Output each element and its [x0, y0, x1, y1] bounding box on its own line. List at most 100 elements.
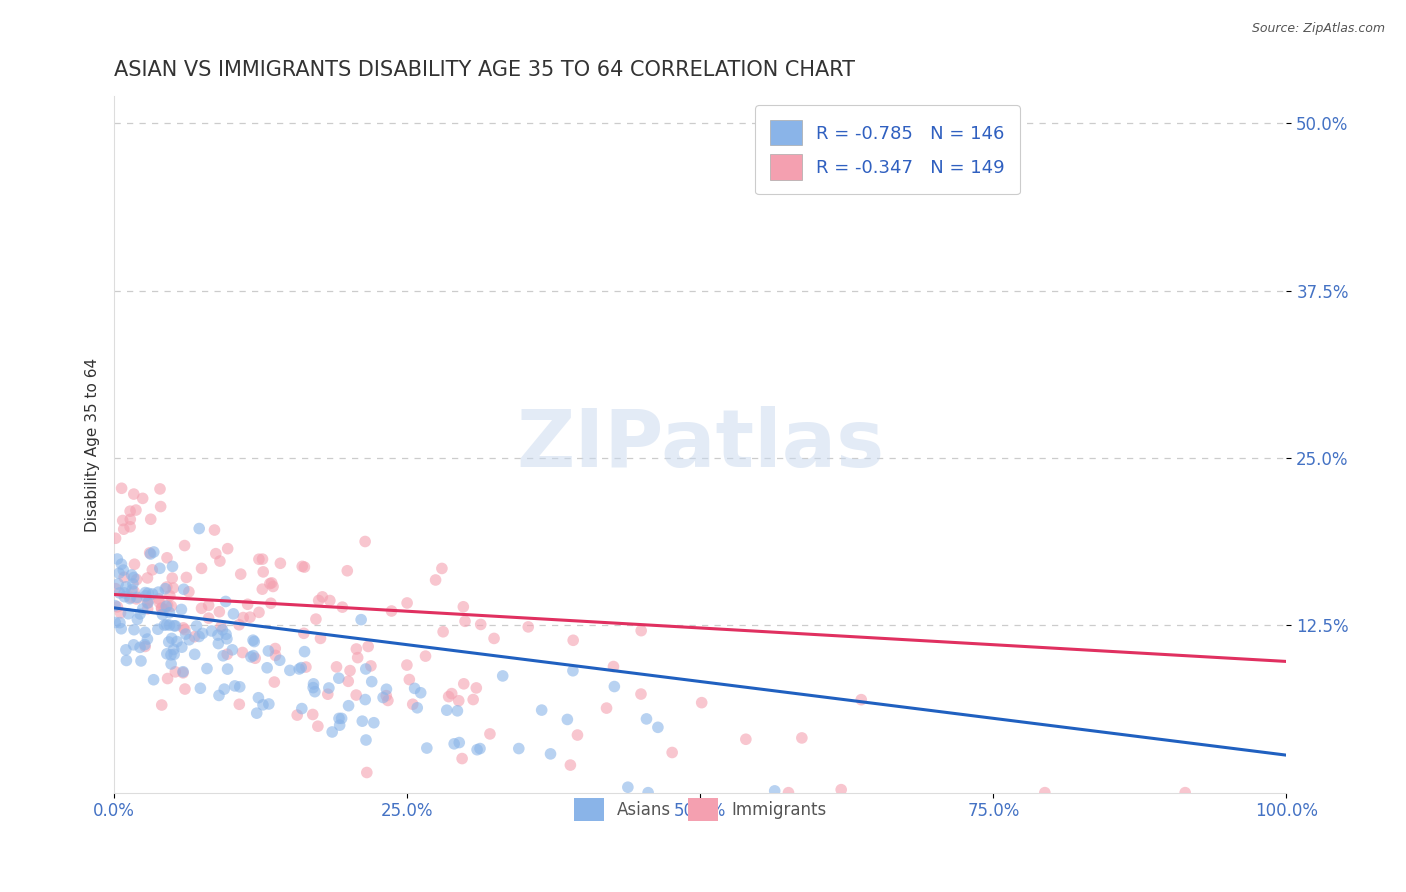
Point	[141, 587, 163, 601]
Point	[377, 693, 399, 707]
Point	[470, 617, 492, 632]
Point	[257, 697, 280, 711]
Point	[247, 552, 270, 566]
Point	[443, 737, 465, 751]
Point	[356, 765, 378, 780]
Point	[449, 735, 471, 749]
Point	[637, 786, 659, 800]
Point	[136, 586, 159, 600]
Point	[188, 522, 211, 536]
Point	[173, 582, 195, 597]
Point	[239, 649, 262, 664]
Point	[647, 720, 669, 734]
Point	[337, 698, 360, 713]
Point	[163, 648, 186, 662]
Point	[149, 561, 172, 575]
Point	[402, 698, 425, 712]
Point	[110, 481, 132, 495]
Point	[319, 593, 342, 607]
Point	[292, 626, 315, 640]
Point	[451, 751, 474, 765]
Point	[228, 698, 250, 712]
Point	[454, 615, 477, 629]
Point	[122, 623, 145, 637]
Point	[288, 662, 311, 676]
Point	[148, 591, 170, 606]
Point	[363, 715, 385, 730]
Point	[208, 689, 231, 703]
Point	[134, 625, 156, 640]
Point	[114, 590, 136, 604]
Point	[104, 531, 127, 545]
Point	[115, 580, 138, 594]
Point	[294, 560, 316, 574]
Point	[690, 696, 713, 710]
Point	[247, 605, 270, 619]
Point	[557, 713, 579, 727]
Point	[173, 623, 195, 637]
Point	[316, 687, 339, 701]
Point	[263, 675, 285, 690]
Point	[562, 633, 585, 648]
Point	[530, 703, 553, 717]
Point	[232, 610, 254, 624]
Point	[396, 596, 419, 610]
Point	[159, 589, 181, 603]
Point	[112, 570, 135, 584]
Point	[131, 602, 153, 616]
Point	[437, 690, 460, 704]
Point	[352, 714, 374, 728]
Point	[329, 718, 352, 732]
Point	[211, 623, 233, 637]
Point	[165, 665, 187, 679]
Point	[1033, 786, 1056, 800]
Point	[136, 571, 159, 585]
Point	[200, 624, 222, 638]
Point	[360, 674, 382, 689]
Point	[153, 602, 176, 616]
Point	[375, 689, 398, 703]
Point	[152, 607, 174, 622]
Point	[217, 541, 239, 556]
Point	[157, 635, 180, 649]
Point	[337, 674, 360, 689]
Point	[228, 617, 250, 632]
Point	[357, 640, 380, 654]
Point	[160, 632, 183, 646]
Point	[415, 649, 437, 664]
Point	[149, 596, 172, 610]
Point	[308, 593, 330, 607]
Point	[215, 632, 238, 646]
Point	[239, 610, 262, 624]
Point	[231, 646, 253, 660]
Point	[398, 673, 420, 687]
Point	[135, 589, 157, 603]
Point	[295, 660, 318, 674]
Point	[1174, 786, 1197, 800]
Point	[453, 677, 475, 691]
Point	[595, 701, 617, 715]
Point	[138, 546, 160, 560]
Point	[243, 651, 266, 665]
Point	[311, 590, 333, 604]
Point	[463, 692, 485, 706]
Point	[257, 644, 280, 658]
Point	[336, 564, 359, 578]
Point	[603, 680, 626, 694]
Point	[436, 703, 458, 717]
Point	[112, 586, 135, 600]
Point	[246, 706, 269, 721]
Text: Source: ZipAtlas.com: Source: ZipAtlas.com	[1251, 22, 1385, 36]
Point	[190, 601, 212, 615]
Point	[160, 599, 183, 614]
Point	[209, 619, 232, 633]
Point	[440, 687, 463, 701]
Text: ZIPatlas: ZIPatlas	[516, 406, 884, 483]
Point	[153, 618, 176, 632]
Point	[120, 512, 142, 526]
Point	[790, 731, 813, 745]
Point	[617, 780, 640, 795]
Point	[330, 711, 353, 725]
Point	[229, 680, 252, 694]
Point	[170, 602, 193, 616]
